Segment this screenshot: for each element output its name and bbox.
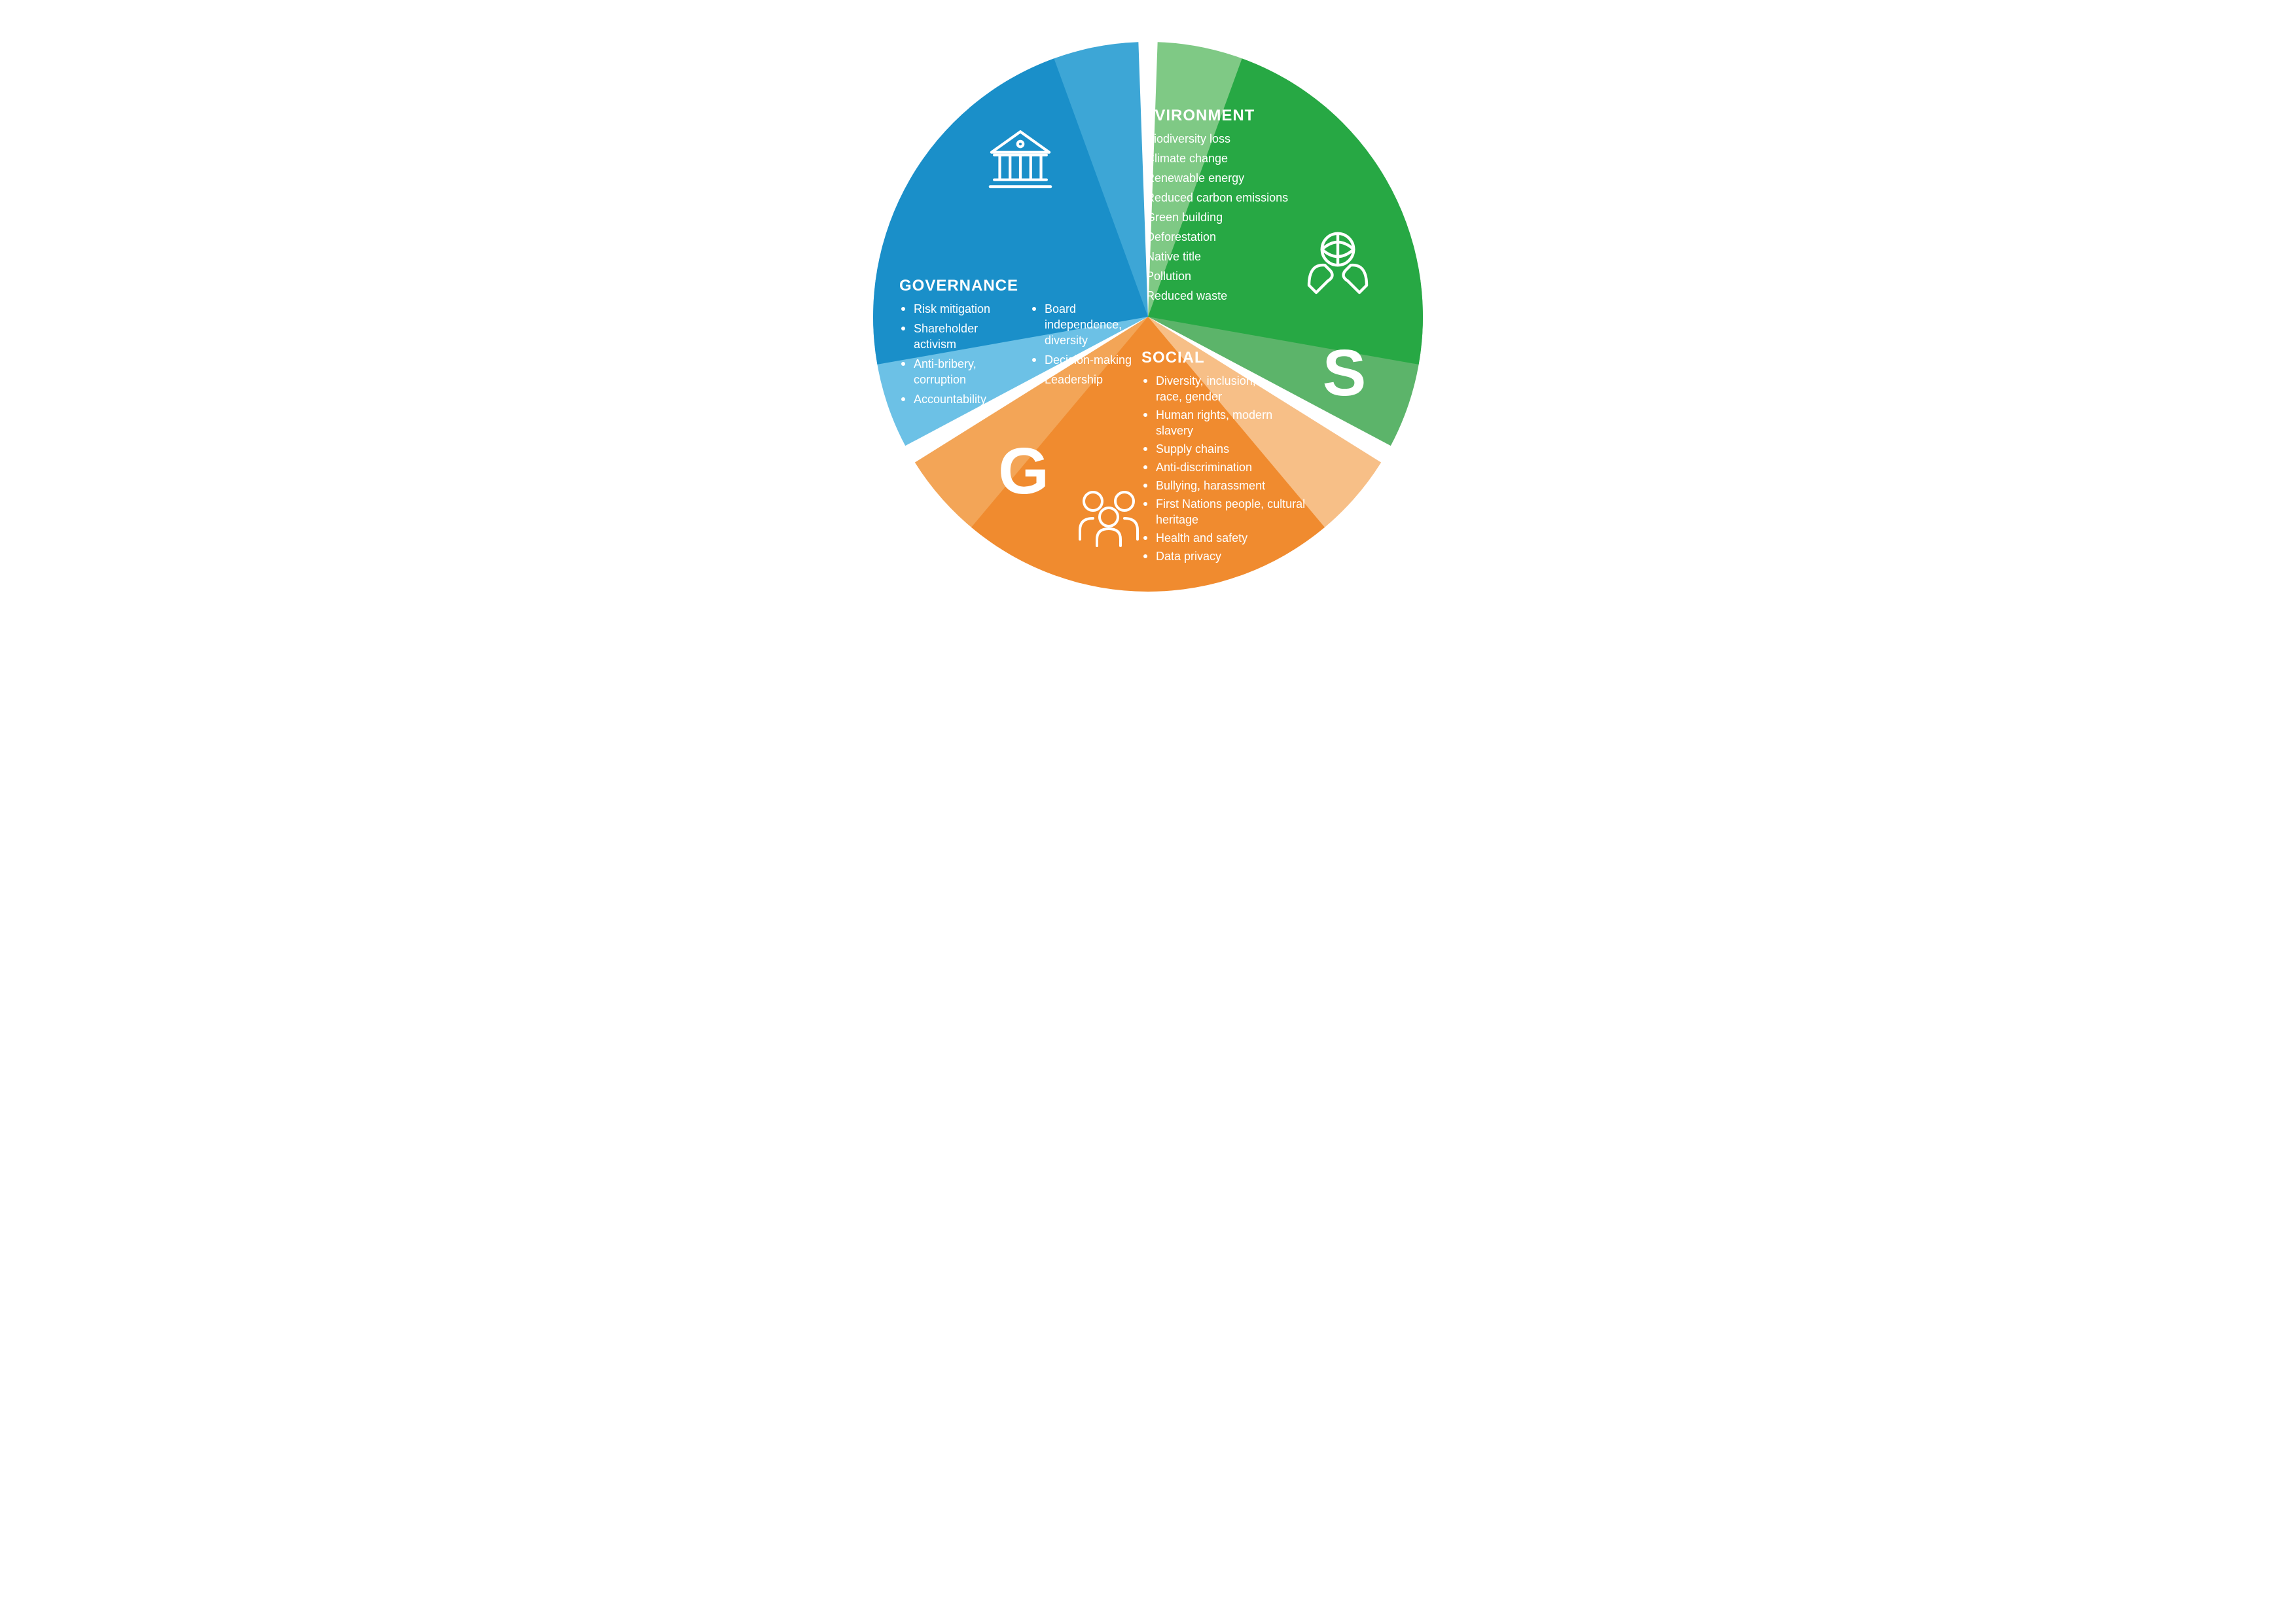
bullet-dot bbox=[1143, 554, 1147, 558]
social-item: heritage bbox=[1156, 513, 1198, 526]
governance-letter: G bbox=[998, 435, 1049, 508]
environment-item: Green building bbox=[1146, 211, 1223, 224]
environment-item: Renewable energy bbox=[1146, 171, 1244, 185]
social-letter: S bbox=[1323, 336, 1367, 410]
governance-item: Accountability bbox=[914, 393, 986, 406]
environment-item: Deforestation bbox=[1146, 230, 1216, 243]
bullet-dot bbox=[1143, 379, 1147, 383]
social-item: slavery bbox=[1156, 424, 1193, 437]
governance-item: Risk mitigation bbox=[914, 302, 990, 315]
social-item: Diversity, inclusion, bbox=[1156, 374, 1256, 387]
environment-item: Biodiversity loss bbox=[1146, 132, 1230, 145]
bullet-dot bbox=[901, 327, 905, 330]
bullet-dot bbox=[1143, 536, 1147, 540]
social-item: Supply chains bbox=[1156, 442, 1229, 455]
governance-item: corruption bbox=[914, 373, 966, 386]
bullet-dot bbox=[1143, 502, 1147, 506]
governance-item: independence, bbox=[1045, 318, 1122, 331]
governance-item: Anti-bribery, bbox=[914, 357, 977, 370]
bullet-dot bbox=[1143, 413, 1147, 417]
bullet-dot bbox=[901, 397, 905, 401]
governance-item: Leadership bbox=[1045, 373, 1103, 386]
environment-title: ENVIRONMENT bbox=[1132, 107, 1255, 124]
social-item: Data privacy bbox=[1156, 550, 1221, 563]
governance-item: Decision-making bbox=[1045, 353, 1132, 366]
environment-item: Pollution bbox=[1146, 270, 1191, 283]
bullet-dot bbox=[1143, 465, 1147, 469]
social-item: Human rights, modern bbox=[1156, 408, 1272, 421]
esg-diagram: EENVIRONMENTBiodiversity lossClimate cha… bbox=[718, 0, 1578, 607]
environment-item: Native title bbox=[1146, 250, 1201, 263]
governance-item: Shareholder bbox=[914, 322, 978, 335]
bullet-dot bbox=[901, 307, 905, 311]
social-item: Bullying, harassment bbox=[1156, 479, 1265, 492]
bullet-dot bbox=[1143, 447, 1147, 451]
governance-item: diversity bbox=[1045, 334, 1088, 347]
environment-item: Reduced waste bbox=[1146, 289, 1227, 302]
esg-svg: EENVIRONMENTBiodiversity lossClimate cha… bbox=[718, 0, 1578, 607]
bullet-dot bbox=[1032, 307, 1036, 311]
environment-item: Climate change bbox=[1146, 152, 1228, 165]
environment-item: Reduced carbon emissions bbox=[1146, 191, 1288, 204]
social-item: Health and safety bbox=[1156, 531, 1247, 544]
social-item: race, gender bbox=[1156, 390, 1222, 403]
bullet-dot bbox=[1032, 358, 1036, 362]
governance-item: activism bbox=[914, 338, 956, 351]
governance-item: Board bbox=[1045, 302, 1076, 315]
bullet-dot bbox=[1143, 484, 1147, 488]
governance-title: GOVERNANCE bbox=[899, 277, 1018, 294]
bullet-dot bbox=[901, 362, 905, 366]
bullet-dot bbox=[1032, 378, 1036, 382]
social-item: Anti-discrimination bbox=[1156, 461, 1252, 474]
social-item: First Nations people, cultural bbox=[1156, 497, 1305, 510]
social-title: SOCIAL bbox=[1141, 349, 1205, 366]
